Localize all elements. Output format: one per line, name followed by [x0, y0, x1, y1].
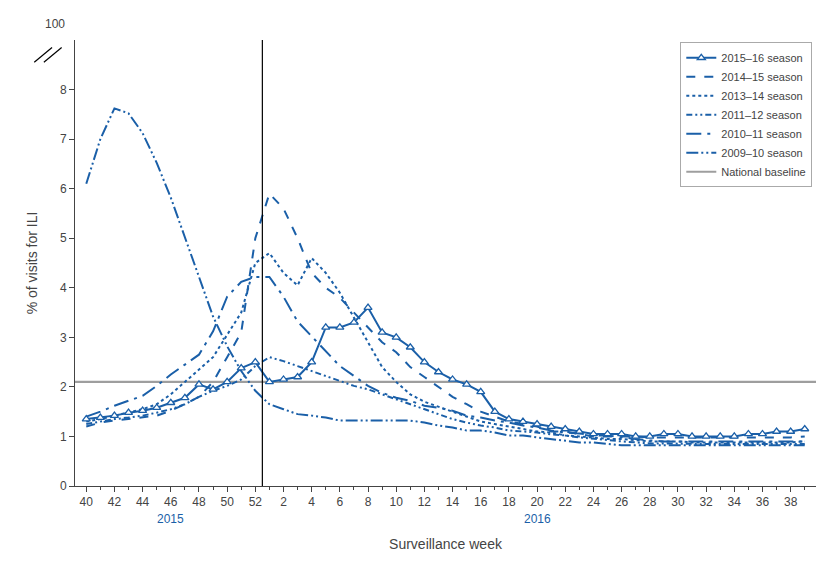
svg-text:6: 6 — [336, 495, 343, 509]
svg-text:2016: 2016 — [524, 512, 551, 526]
svg-text:12: 12 — [418, 495, 432, 509]
svg-text:6: 6 — [60, 182, 67, 196]
svg-text:Surveillance week: Surveillance week — [389, 536, 503, 552]
svg-text:2014–15 season: 2014–15 season — [721, 71, 802, 83]
svg-text:7: 7 — [60, 132, 67, 146]
svg-text:3: 3 — [60, 331, 67, 345]
svg-text:2009–10 season: 2009–10 season — [721, 147, 802, 159]
svg-text:8: 8 — [365, 495, 372, 509]
svg-text:2015–16 season: 2015–16 season — [721, 52, 802, 64]
svg-text:2015: 2015 — [157, 512, 184, 526]
svg-text:1: 1 — [60, 430, 67, 444]
svg-text:46: 46 — [164, 495, 178, 509]
svg-text:26: 26 — [615, 495, 629, 509]
svg-text:32: 32 — [699, 495, 713, 509]
svg-text:36: 36 — [756, 495, 770, 509]
svg-text:National baseline: National baseline — [721, 166, 805, 178]
svg-text:24: 24 — [587, 495, 601, 509]
svg-text:100: 100 — [45, 17, 65, 31]
svg-text:52: 52 — [249, 495, 263, 509]
svg-text:% of visits for ILI: % of visits for ILI — [24, 212, 40, 315]
svg-text:18: 18 — [502, 495, 516, 509]
svg-text:48: 48 — [192, 495, 206, 509]
svg-text:2010–11 season: 2010–11 season — [721, 128, 802, 140]
svg-text:10: 10 — [390, 495, 404, 509]
svg-text:14: 14 — [446, 495, 460, 509]
svg-text:38: 38 — [784, 495, 798, 509]
svg-text:2013–14 season: 2013–14 season — [721, 90, 802, 102]
svg-text:8: 8 — [60, 83, 67, 97]
svg-text:2011–12 season: 2011–12 season — [721, 109, 802, 121]
svg-text:4: 4 — [308, 495, 315, 509]
svg-text:16: 16 — [474, 495, 488, 509]
svg-text:0: 0 — [60, 479, 67, 493]
svg-text:5: 5 — [60, 231, 67, 245]
svg-text:22: 22 — [559, 495, 573, 509]
svg-text:28: 28 — [643, 495, 657, 509]
svg-text:4: 4 — [60, 281, 67, 295]
svg-text:50: 50 — [220, 495, 234, 509]
svg-text:2: 2 — [60, 380, 67, 394]
svg-text:20: 20 — [530, 495, 544, 509]
svg-text:40: 40 — [80, 495, 94, 509]
svg-text:44: 44 — [136, 495, 150, 509]
svg-text:30: 30 — [671, 495, 685, 509]
svg-text:42: 42 — [108, 495, 122, 509]
svg-text:34: 34 — [728, 495, 742, 509]
svg-text:2: 2 — [280, 495, 287, 509]
